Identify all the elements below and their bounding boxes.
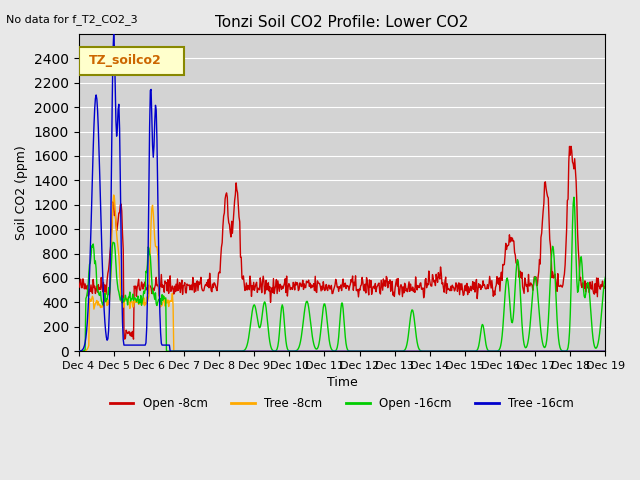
X-axis label: Time: Time (326, 376, 357, 389)
Title: Tonzi Soil CO2 Profile: Lower CO2: Tonzi Soil CO2 Profile: Lower CO2 (215, 15, 468, 30)
Legend: Open -8cm, Tree -8cm, Open -16cm, Tree -16cm: Open -8cm, Tree -8cm, Open -16cm, Tree -… (105, 393, 579, 415)
Y-axis label: Soil CO2 (ppm): Soil CO2 (ppm) (15, 145, 28, 240)
FancyBboxPatch shape (79, 47, 184, 75)
Text: No data for f_T2_CO2_3: No data for f_T2_CO2_3 (6, 14, 138, 25)
Text: TZ_soilco2: TZ_soilco2 (89, 54, 162, 67)
